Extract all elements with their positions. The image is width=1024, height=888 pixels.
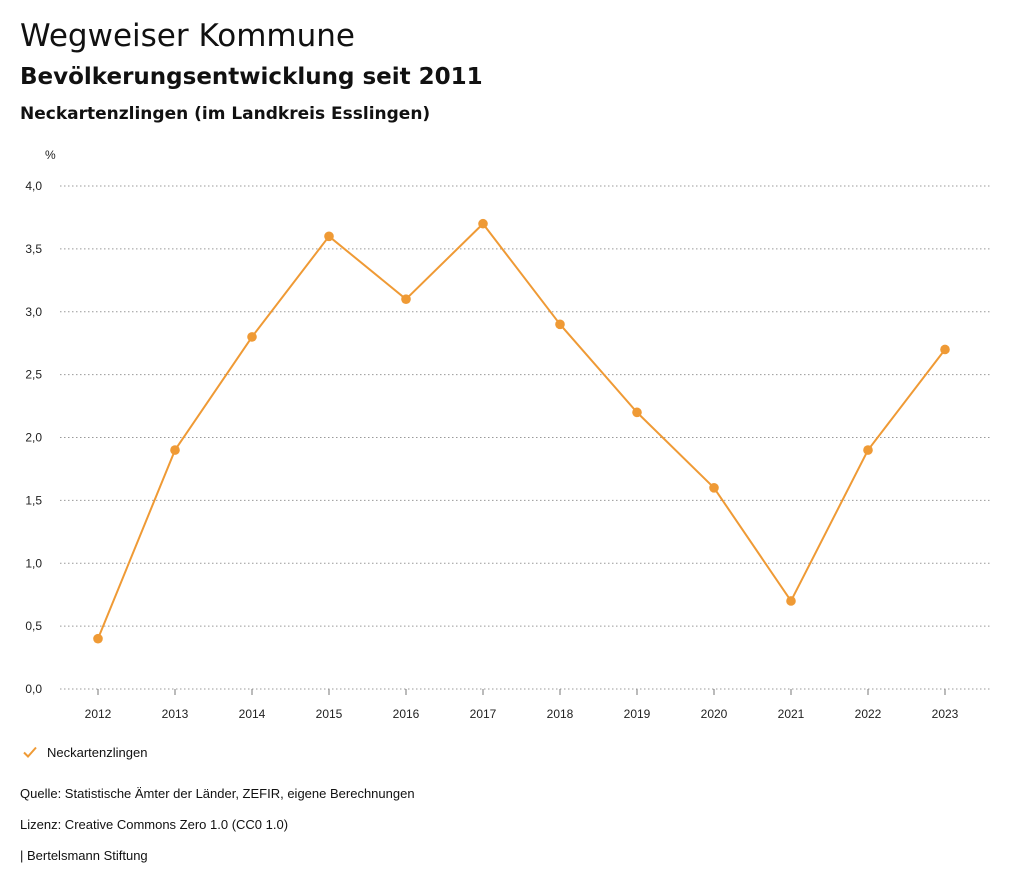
y-tick-label: 3,0 — [25, 305, 42, 319]
x-tick-label: 2013 — [162, 707, 189, 721]
data-point[interactable] — [632, 407, 642, 418]
data-point[interactable] — [786, 596, 796, 606]
axis-layer: 0,0 0,5 1,0 1,5 2,0 2,5 3,0 3,5 4,0% 2012 2013 2014… — [25, 148, 958, 721]
series-layer — [93, 218, 950, 644]
publisher-note: | Bertelsmann Stiftung — [20, 848, 148, 863]
region-label: Neckartenzlingen (im Landkreis Esslingen… — [20, 104, 431, 124]
x-tick-label: 2012 — [85, 707, 112, 721]
y-tick-label: 0,5 — [25, 619, 42, 633]
data-point[interactable] — [940, 344, 950, 355]
y-tick-label: 1,0 — [25, 556, 42, 570]
x-tick-label: 2019 — [624, 707, 651, 721]
x-tick-label: 2016 — [393, 707, 420, 721]
y-tick-label: 0,0 — [25, 682, 42, 696]
y-tick-label: 3,5 — [25, 242, 42, 256]
data-point[interactable] — [555, 319, 565, 330]
license-note: Lizenz: Creative Commons Zero 1.0 (CC0 1… — [20, 817, 289, 832]
x-tick-label: 2018 — [547, 707, 574, 721]
data-point[interactable] — [247, 332, 257, 342]
legend[interactable]: Neckartenzlingen — [22, 744, 147, 760]
chart-subtitle: Bevölkerungsentwicklung seit 2011 — [20, 64, 483, 90]
legend-label: Neckartenzlingen — [47, 744, 148, 760]
data-point[interactable] — [401, 294, 411, 304]
x-tick-label: 2022 — [855, 707, 882, 721]
y-tick-label: 4,0 — [25, 179, 42, 193]
data-point[interactable] — [863, 445, 873, 455]
x-tick-label: 2021 — [778, 707, 805, 721]
line-chart: 0,0 0,5 1,0 1,5 2,0 2,5 3,0 3,5 4,0% 2012 2013 2014… — [25, 148, 990, 721]
grid-layer — [60, 185, 990, 690]
x-tick-label: 2017 — [470, 707, 497, 721]
x-tick-label: 2014 — [239, 707, 266, 721]
x-tick-label: 2015 — [316, 707, 343, 721]
y-tick-label: 2,0 — [25, 431, 42, 445]
y-tick-label: 1,5 — [25, 493, 42, 507]
series-line — [97, 222, 946, 640]
y-axis-label: % — [45, 148, 56, 162]
data-point[interactable] — [324, 231, 334, 242]
x-tick-label: 2020 — [701, 707, 728, 721]
x-tick-label: 2023 — [932, 707, 959, 721]
data-point[interactable] — [478, 218, 488, 229]
data-point[interactable] — [709, 483, 719, 493]
source-note: Quelle: Statistische Ämter der Länder, Z… — [20, 786, 415, 801]
data-point[interactable] — [170, 445, 180, 455]
data-point[interactable] — [93, 633, 103, 644]
chart-title: Wegweiser Kommune — [20, 18, 355, 54]
check-icon — [23, 746, 37, 758]
y-tick-label: 2,5 — [25, 368, 42, 382]
